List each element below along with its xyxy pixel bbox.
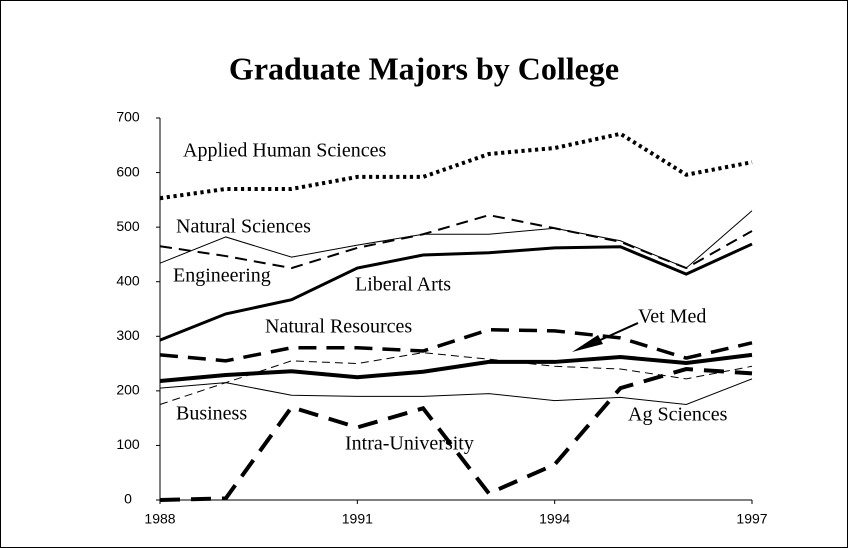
y-tick-label: 300 bbox=[116, 327, 140, 343]
series-line bbox=[159, 367, 753, 502]
series-label: Natural Resources bbox=[265, 316, 412, 338]
series-line bbox=[159, 210, 753, 269]
y-tick-label: 400 bbox=[116, 272, 140, 288]
y-tick-label: 700 bbox=[116, 109, 140, 125]
series-line bbox=[159, 131, 753, 201]
y-tick-label: 200 bbox=[116, 382, 140, 398]
series-label: Engineering bbox=[173, 265, 271, 287]
x-tick-label: 1997 bbox=[736, 511, 767, 527]
arrow bbox=[597, 322, 639, 342]
x-tick-label: 1988 bbox=[144, 511, 175, 527]
series-label: Applied Human Sciences bbox=[183, 140, 386, 162]
series-label: Liberal Arts bbox=[355, 274, 451, 296]
series-label: Vet Med bbox=[638, 306, 706, 328]
y-tick-label: 500 bbox=[116, 218, 140, 234]
series-line bbox=[159, 352, 753, 405]
chart-title: Graduate Majors by College bbox=[229, 50, 619, 86]
y-tick-label: 0 bbox=[124, 491, 132, 507]
y-tick-label: 600 bbox=[116, 163, 140, 179]
y-tick-label: 100 bbox=[116, 436, 140, 452]
series-label: Business bbox=[176, 403, 247, 425]
series-label: Ag Sciences bbox=[628, 404, 728, 426]
series-label: Natural Sciences bbox=[176, 216, 311, 238]
series-line bbox=[159, 327, 753, 363]
x-tick-label: 1994 bbox=[539, 511, 570, 527]
x-tick-label: 1991 bbox=[342, 511, 373, 527]
series-line bbox=[159, 214, 753, 270]
series-line bbox=[159, 352, 753, 384]
arrow-head bbox=[572, 335, 603, 352]
series-line bbox=[159, 242, 753, 342]
series-line bbox=[159, 378, 753, 406]
series-label: Intra-University bbox=[345, 433, 474, 455]
